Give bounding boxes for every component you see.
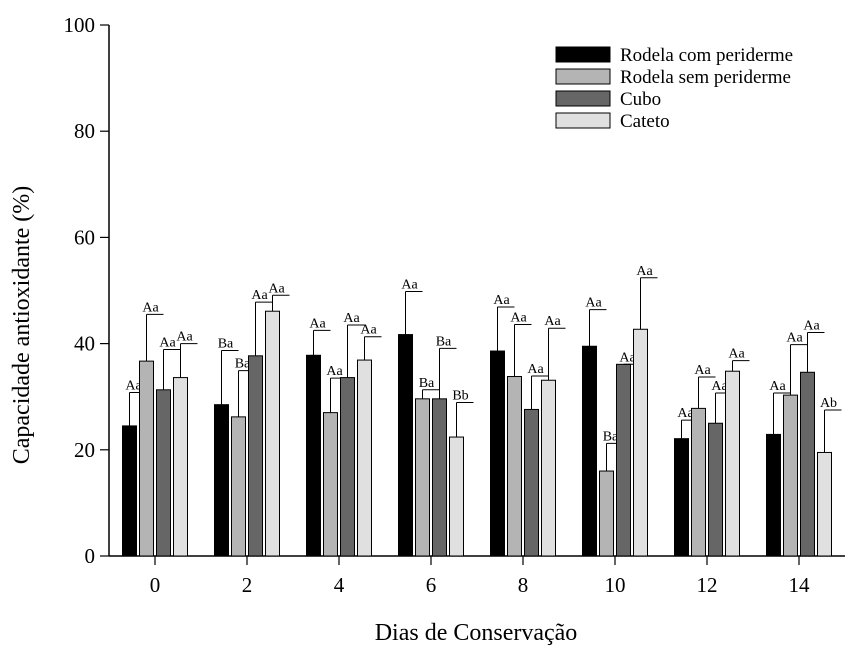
legend-label: Cateto [620,111,670,132]
bar [433,399,447,556]
bar [583,346,597,556]
bar [709,423,723,556]
significance-label: Aa [360,323,377,338]
bar [801,372,815,556]
significance-label: Aa [694,363,711,378]
bar [416,399,430,556]
bar [491,351,505,556]
significance-label: Aa [527,362,544,377]
bar [617,364,631,556]
significance-label: Aa [803,318,820,333]
significance-label: Aa [401,278,418,293]
x-tick-label: 4 [334,573,345,597]
significance-label: Aa [585,296,602,311]
significance-label: Aa [268,281,285,296]
significance-label: Aa [176,330,193,345]
legend-swatch [556,91,610,106]
bar [542,380,556,556]
bar [692,408,706,556]
bar [818,452,832,556]
y-tick-label: 20 [74,438,95,462]
bar [232,417,246,556]
bar [600,471,614,556]
bar [341,378,355,556]
bar [215,405,229,556]
x-tick-label: 8 [518,573,529,597]
y-tick-label: 40 [74,332,95,356]
significance-label: Aa [309,316,326,331]
significance-label: Aa [142,300,159,315]
bar [307,355,321,556]
bar [157,390,171,556]
legend-swatch [556,113,610,128]
legend-label: Rodela sem periderme [620,67,791,88]
legend-swatch [556,47,610,62]
significance-label: Ab [820,396,837,411]
significance-label: Bb [452,389,468,404]
bar [174,378,188,556]
bar [123,426,137,556]
legend-label: Rodela com periderme [620,45,793,66]
x-tick-label: 12 [697,573,718,597]
bar [508,377,522,556]
significance-label: Aa [786,331,803,346]
x-tick-label: 14 [789,573,811,597]
significance-label: Aa [769,379,786,394]
bar [726,371,740,556]
bar [450,437,464,556]
bar [358,360,372,556]
significance-label: Aa [636,264,653,279]
significance-label: Aa [728,347,745,362]
x-tick-label: 0 [150,573,161,597]
significance-label: Ba [436,334,452,349]
bar [784,395,798,556]
significance-label: Aa [510,310,527,325]
significance-label: Aa [326,364,343,379]
x-tick-label: 6 [426,573,437,597]
y-tick-label: 0 [85,544,96,568]
bar [675,439,689,556]
bar [634,329,648,556]
significance-label: Aa [493,293,510,308]
significance-label: Aa [159,335,176,350]
x-axis-title: Dias de Conservação [375,620,578,646]
bar [140,361,154,556]
y-tick-label: 80 [74,119,95,143]
legend-swatch [556,69,610,84]
y-axis-title: Capacidade antioxidante (%) [9,186,35,465]
bar [324,413,338,556]
legend-label: Cubo [620,89,661,110]
significance-label: Ba [218,337,234,352]
bar [525,409,539,556]
significance-label: Ba [419,376,435,391]
significance-label: Aa [343,311,360,326]
y-tick-label: 60 [74,225,95,249]
bar [266,311,280,556]
x-tick-label: 10 [605,573,626,597]
significance-label: Aa [544,314,561,329]
bar [249,356,263,556]
y-tick-label: 100 [64,13,96,37]
significance-label: Aa [251,288,268,303]
bar [399,335,413,556]
x-tick-label: 2 [242,573,253,597]
bar [767,434,781,556]
